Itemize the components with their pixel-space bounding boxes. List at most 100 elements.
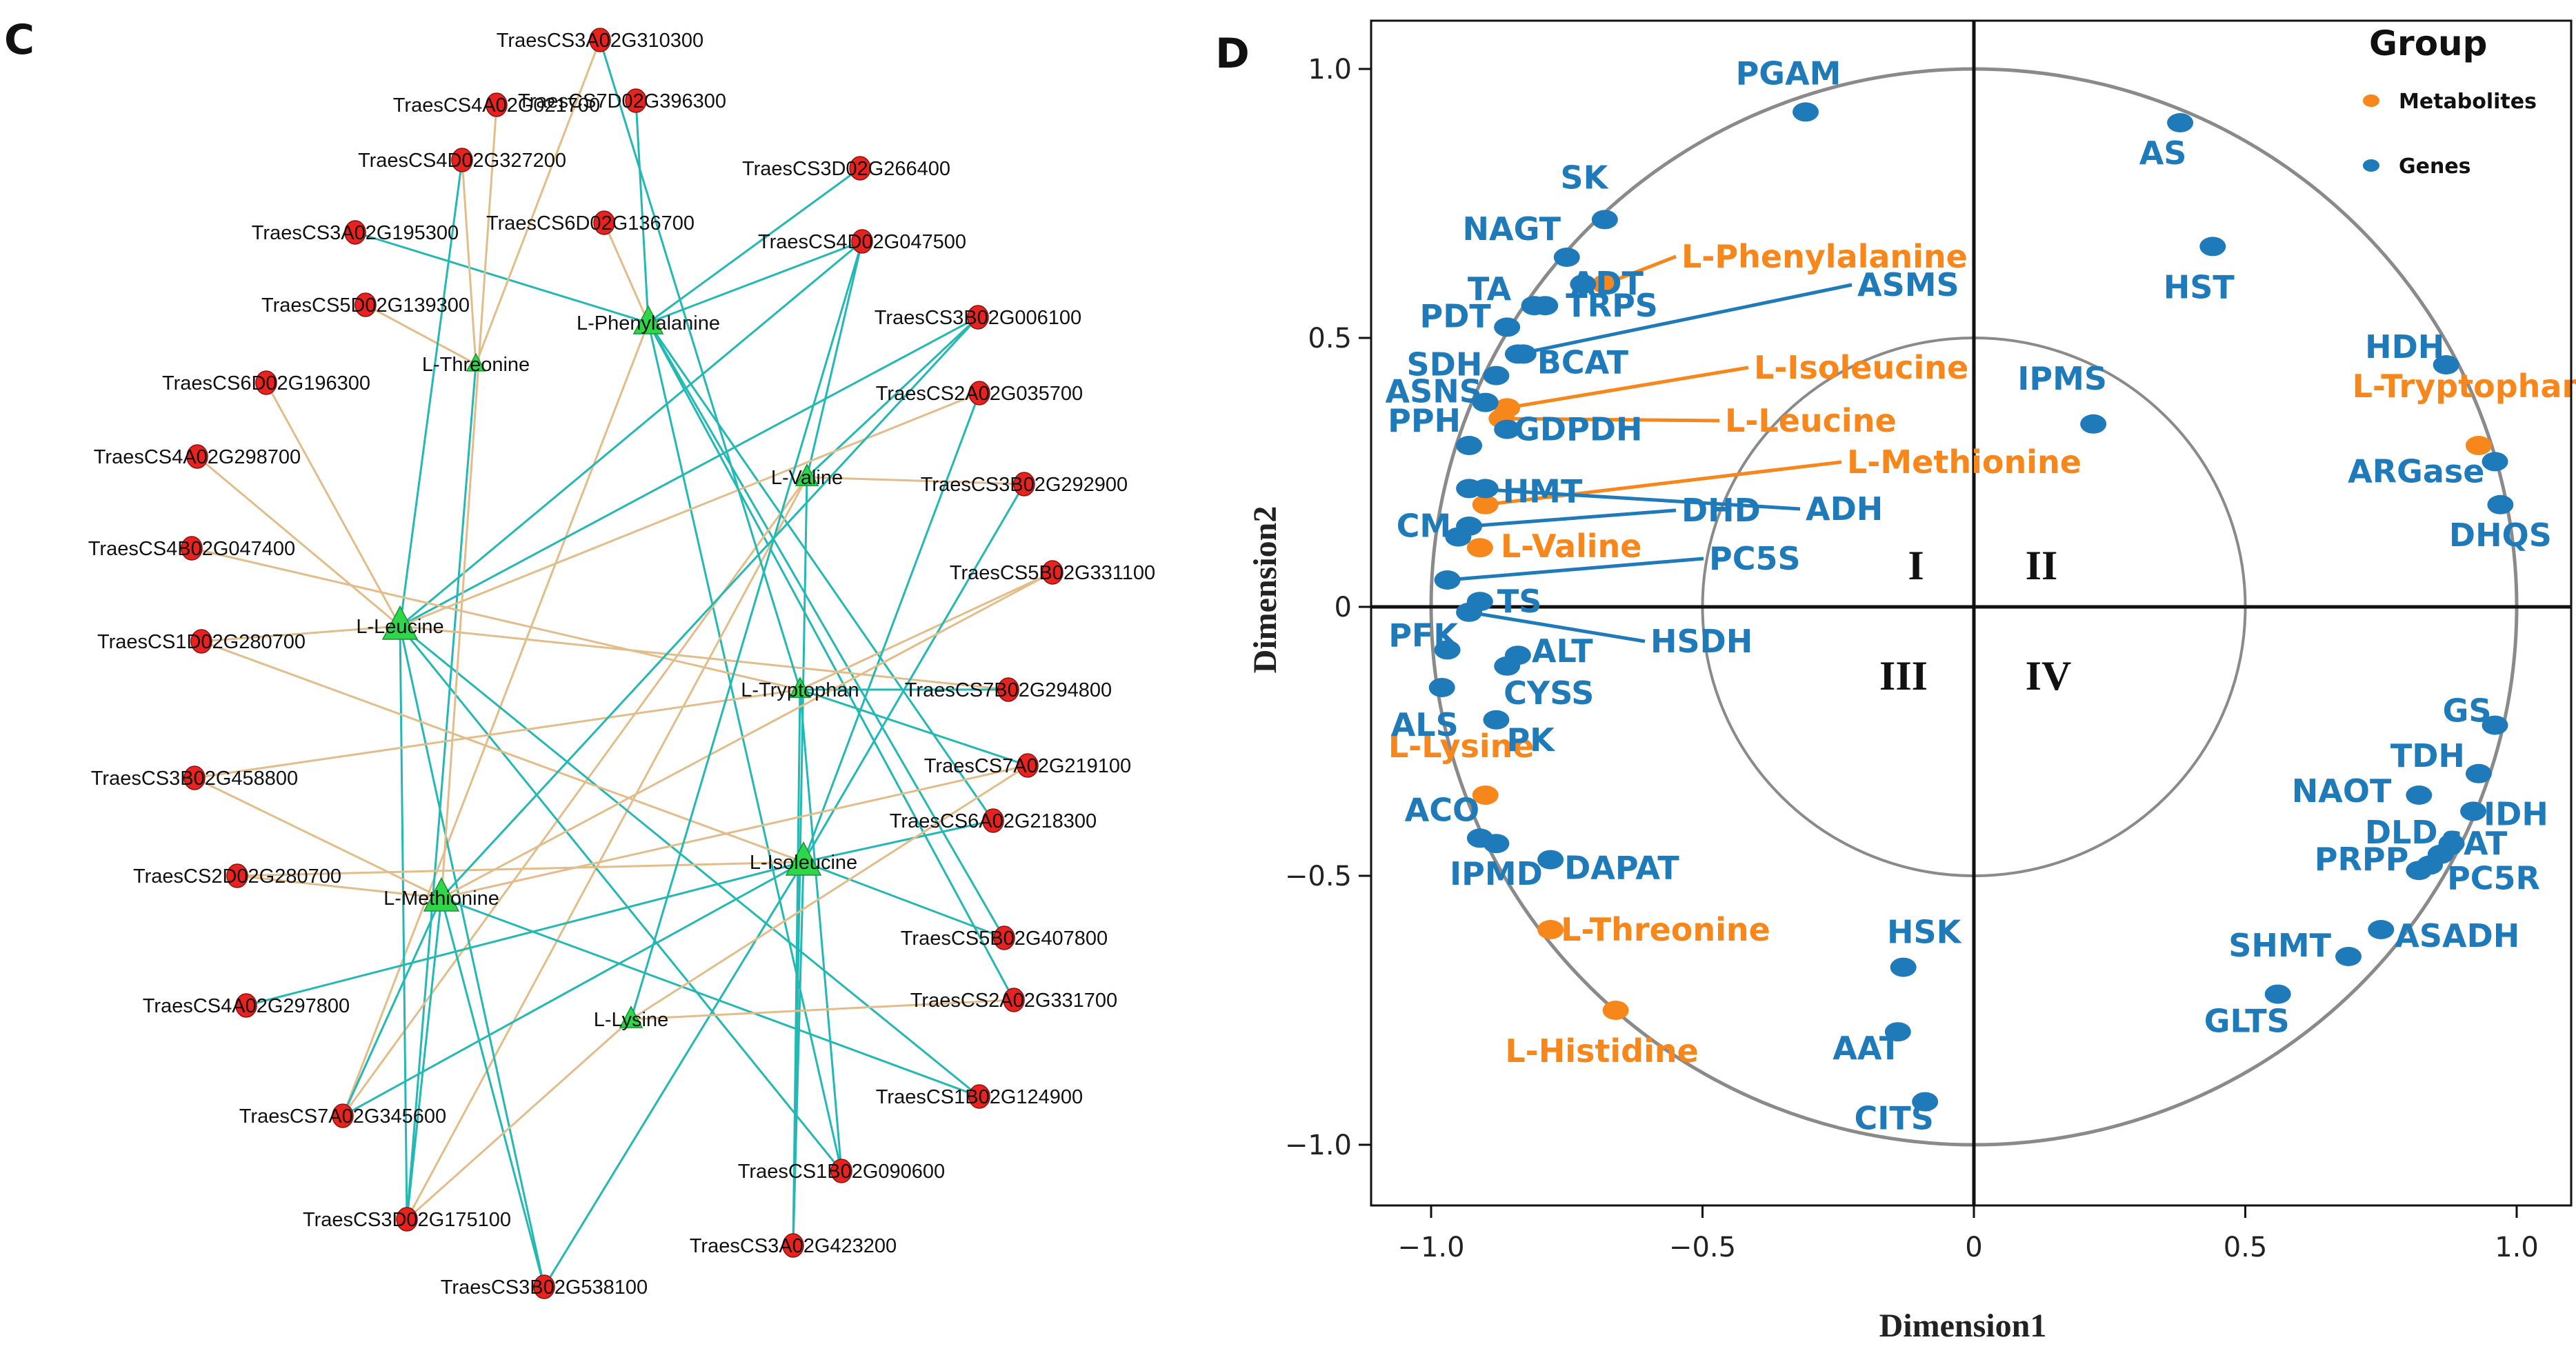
point-shmt xyxy=(2335,947,2362,966)
quadrant-label-iii: III xyxy=(1879,653,1928,699)
edge-l-leucine-traescs4a02g298700 xyxy=(197,455,401,628)
gene-label: TraesCS7A02G219100 xyxy=(924,755,1131,777)
gene-node-traescs4d02g327200 xyxy=(451,148,473,172)
point-dhqs xyxy=(2487,494,2514,514)
point-label-l-phenylalanine: L-Phenylalanine xyxy=(1681,238,1968,275)
edge-l-phenylalanine-traescs1b02g090600 xyxy=(647,322,843,1172)
metabolite-node-l-lysine xyxy=(619,1005,643,1028)
gene-label: TraesCS3B02G292900 xyxy=(921,474,1128,496)
network-panel: C TraesCS3A02G310300TraesCS4A02G021700Tr… xyxy=(4,16,1155,1299)
legend-label-metabolites: Metabolites xyxy=(2399,90,2537,114)
x-axis-title: Dimension1 xyxy=(1879,1308,2047,1344)
quadrant-label-iv: IV xyxy=(2026,653,2072,699)
point-label-glts: GLTS xyxy=(2204,1003,2290,1040)
point-ipmd xyxy=(1483,834,1510,854)
point-label-adt: ADT xyxy=(1571,265,1644,302)
point-label-als: ALS xyxy=(1391,706,1459,743)
y-tick-label: 1.0 xyxy=(1308,54,1352,86)
point-label-tdh: TDH xyxy=(2390,737,2465,774)
point-label-pph: PPH xyxy=(1388,402,1461,439)
point-label-gdpdh: GDPDH xyxy=(1514,411,1642,448)
point-label-prpp: PRPP xyxy=(2315,841,2409,878)
network-edges xyxy=(191,39,1053,1288)
gene-label: TraesCS7B02G294800 xyxy=(905,679,1112,701)
plot-frame xyxy=(1370,19,2573,1207)
point-dapat xyxy=(1537,850,1564,870)
point-l-lysine xyxy=(1472,785,1499,805)
point-pph xyxy=(1456,436,1483,455)
point-l-methionine xyxy=(1472,494,1499,514)
point-adt xyxy=(1570,274,1597,294)
point-label-pfk: PFK xyxy=(1388,617,1459,654)
point-label-pk: PK xyxy=(1506,721,1556,759)
axis-ticks: −1.0 −0.5 0 0.5 1.0 1.0 0.5 0 −0.5 −1.0 xyxy=(1285,54,2539,1263)
edge-l-methionine-traescs1b02g124900 xyxy=(441,897,980,1098)
point-pdt xyxy=(1494,317,1521,337)
gene-node-traescs3b02g458800 xyxy=(183,765,206,790)
edge-l-leucine-traescs7b02g294800 xyxy=(399,625,1009,691)
point-label-dhqs: DHQS xyxy=(2449,517,2552,554)
gene-label: TraesCS6D02G196300 xyxy=(162,372,370,394)
point-label-nagt: NAGT xyxy=(1463,210,1561,248)
point-pk xyxy=(1483,710,1510,730)
edge-l-tryptophan-traescs3a02g310300 xyxy=(599,39,801,690)
point-bcat xyxy=(1510,344,1537,364)
point-label-alt: ALT xyxy=(1532,632,1593,670)
legend-title: Group xyxy=(2369,23,2487,63)
point-sdh xyxy=(1483,365,1510,385)
point-label-aat: AAT xyxy=(1833,1030,1901,1067)
metabolite-label: L-Tryptophan xyxy=(741,679,859,701)
gene-node-traescs4b02g047400 xyxy=(181,536,203,561)
gene-label: TraesCS3B02G458800 xyxy=(91,768,298,790)
gene-label: TraesCS5D02G139300 xyxy=(261,294,470,317)
edge-l-valine-traescs3b02g292900 xyxy=(806,476,1025,485)
edge-l-methionine-traescs4a02g021700 xyxy=(440,104,498,899)
y-tick-label: 0 xyxy=(1335,592,1352,623)
gene-label: TraesCS1B02G124900 xyxy=(876,1086,1083,1108)
leader-line-l-phenylalanine xyxy=(1604,254,1677,286)
gene-label: TraesCS4A02G298700 xyxy=(94,446,301,468)
x-tick-label: −0.5 xyxy=(1669,1232,1736,1263)
point-als xyxy=(1428,678,1455,697)
gene-label: TraesCS5B02G331100 xyxy=(950,562,1155,584)
gene-node-traescs6a02g218300 xyxy=(982,808,1004,833)
gene-label: TraesCS6D02G136700 xyxy=(486,212,695,234)
point-label-pc5r: PC5R xyxy=(2447,859,2540,897)
point-label-as: AS xyxy=(2139,134,2187,172)
edge-l-methionine-traescs7a02g345600 xyxy=(341,897,443,1116)
edge-l-methionine-traescs3b02g538100 xyxy=(440,897,546,1288)
gene-node-traescs3a02g195300 xyxy=(344,220,366,245)
point-label-hsk: HSK xyxy=(1887,914,1963,951)
gene-node-traescs2a02g035700 xyxy=(968,381,990,405)
network-nodes: TraesCS3A02G310300TraesCS4A02G021700Trae… xyxy=(88,28,1155,1299)
edge-l-lysine-traescs7a02g219100 xyxy=(630,764,1028,1021)
point-label-asns: ASNS xyxy=(1386,373,1482,410)
point-label-asadh: ASADH xyxy=(2395,917,2519,954)
gene-node-traescs2a02g331700 xyxy=(1003,988,1025,1012)
gene-node-traescs1b02g124900 xyxy=(968,1084,990,1109)
edge-l-phenylalanine-traescs6a02g218300 xyxy=(647,322,995,821)
gene-node-traescs5b02g331100 xyxy=(1041,560,1064,585)
gene-label: TraesCS3D02G175100 xyxy=(303,1209,511,1231)
leader-line-adh xyxy=(1468,486,1801,511)
gene-node-traescs5d02g139300 xyxy=(355,292,377,317)
leader-line-pc5s xyxy=(1447,557,1704,582)
edge-l-isoleucine-traescs5b02g407800 xyxy=(803,861,1005,939)
gene-node-traescs7d02g396300 xyxy=(625,88,647,113)
point-tdh xyxy=(2465,763,2492,783)
metabolite-label: L-Phenylalanine xyxy=(577,312,720,334)
edge-l-isoleucine-traescs7a02g345600 xyxy=(342,861,804,1117)
point-label-pc5s: PC5S xyxy=(1709,540,1801,577)
edge-l-leucine-traescs2a02g035700 xyxy=(399,392,980,628)
point-label-argase: ARGase xyxy=(2348,452,2484,490)
point-gs xyxy=(2482,715,2508,735)
point-label-l-lysine: L-Lysine xyxy=(1388,728,1535,765)
point-hst xyxy=(2199,237,2226,257)
point-label-hmt: HMT xyxy=(1503,472,1583,510)
leader-line-l-leucine xyxy=(1501,417,1720,423)
point-label-shmt: SHMT xyxy=(2228,927,2331,964)
point-label-hdh: HDH xyxy=(2365,328,2444,365)
edge-l-tryptophan-traescs7a02g219100 xyxy=(799,688,1028,767)
leader-line-hsdh xyxy=(1468,610,1646,643)
